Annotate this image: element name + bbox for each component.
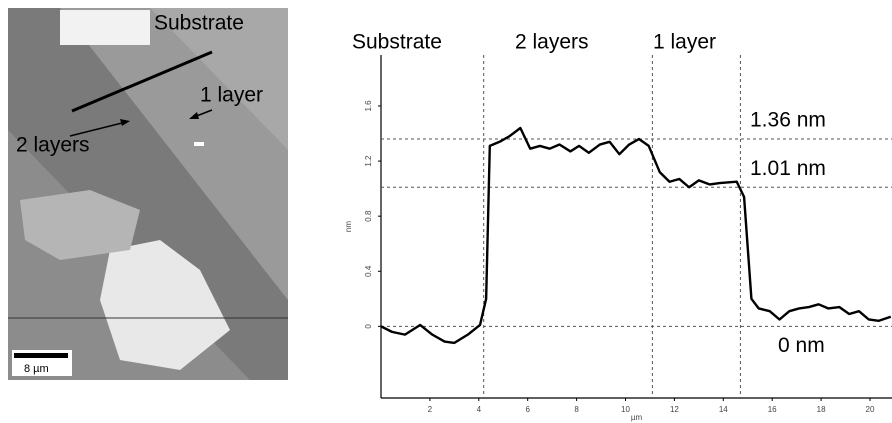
scale-bar-label: 8 µm — [24, 363, 49, 375]
flake — [20, 190, 140, 260]
afm-image: Substrate 1 layer 2 layers 8 µm — [8, 8, 288, 380]
bright-patch — [100, 240, 230, 370]
region-label: Substrate — [352, 31, 442, 54]
x-tick-label: 4 — [477, 405, 482, 414]
image-label: Substrate — [154, 12, 244, 35]
profile-line — [380, 126, 892, 345]
bright-patch — [60, 10, 150, 45]
profile-line — [71, 50, 213, 113]
one-layer-region — [60, 8, 288, 300]
two-layer-region — [8, 8, 288, 380]
region-label: 1 layer — [653, 31, 716, 54]
reference-label: 1.36 nm — [750, 109, 826, 132]
arrow-head — [120, 119, 130, 126]
x-tick-label: 6 — [525, 405, 530, 414]
x-tick-label: 16 — [768, 405, 777, 414]
y-tick-label: 1.2 — [364, 155, 373, 167]
y-tick-label: 0 — [364, 324, 373, 329]
y-tick-label: 0.8 — [364, 210, 373, 222]
x-tick-label: 10 — [621, 405, 630, 414]
scale-bar — [14, 353, 68, 358]
y-axis-label: nm — [344, 221, 353, 232]
image-label: 1 layer — [200, 84, 263, 107]
x-tick-label: 8 — [574, 405, 579, 414]
x-tick-label: 12 — [670, 405, 679, 414]
spot — [194, 142, 204, 146]
y-tick-label: 1.6 — [364, 100, 373, 112]
image-label: 2 layers — [16, 134, 90, 157]
arrow — [69, 121, 127, 137]
x-tick-label: 18 — [817, 405, 826, 414]
reference-label: 1.01 nm — [750, 157, 826, 180]
x-tick-label: 2 — [428, 405, 433, 414]
y-tick-label: 0.4 — [364, 265, 373, 277]
region-label: 2 layers — [515, 31, 589, 54]
x-axis-label: µm — [631, 413, 643, 422]
reference-label: 0 nm — [778, 334, 825, 357]
substrate-region — [150, 8, 288, 150]
profile-chart: 0 0.4 0.8 1.2 1.6 2 4 6 8 10 12 14 16 18 20 nm µm 1.36 nm… — [344, 31, 892, 422]
x-tick-label: 20 — [866, 405, 875, 414]
arrow-head — [189, 112, 199, 119]
x-tick-label: 14 — [719, 405, 728, 414]
